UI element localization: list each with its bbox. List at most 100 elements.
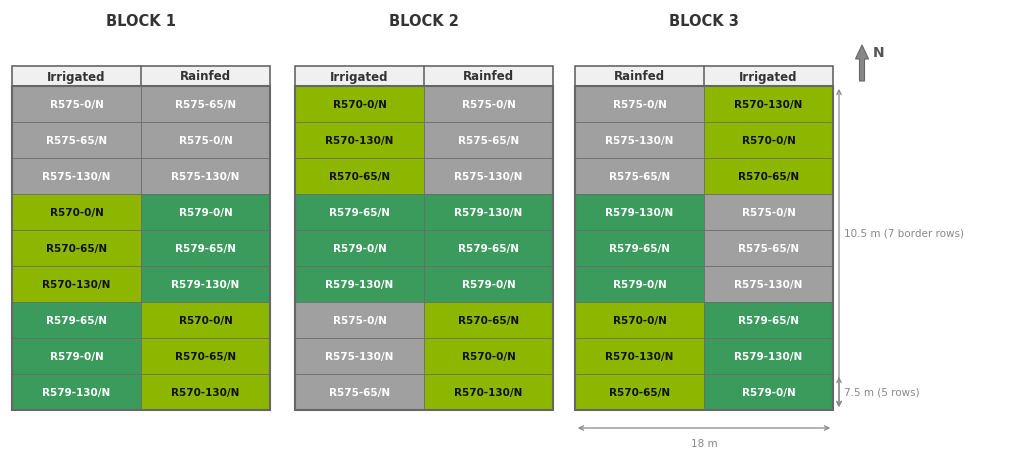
Bar xyxy=(424,87,553,123)
Text: R579-130/N: R579-130/N xyxy=(326,279,393,289)
Bar xyxy=(141,195,270,230)
Text: R570-130/N: R570-130/N xyxy=(171,387,240,397)
Text: R570-65/N: R570-65/N xyxy=(609,387,670,397)
Bar xyxy=(704,267,833,302)
Text: R570-0/N: R570-0/N xyxy=(333,100,386,110)
Bar xyxy=(12,195,141,230)
Bar xyxy=(141,338,270,374)
Bar xyxy=(12,267,141,302)
Text: R579-0/N: R579-0/N xyxy=(742,387,796,397)
Bar xyxy=(575,123,704,159)
Text: R570-0/N: R570-0/N xyxy=(741,136,796,146)
Text: R575-65/N: R575-65/N xyxy=(175,100,236,110)
Text: BLOCK 2: BLOCK 2 xyxy=(389,14,459,30)
Text: R579-130/N: R579-130/N xyxy=(42,387,110,397)
Bar xyxy=(141,87,270,123)
Bar xyxy=(424,195,553,230)
Text: N: N xyxy=(872,46,885,60)
Text: Irrigated: Irrigated xyxy=(331,70,389,83)
Text: R570-130/N: R570-130/N xyxy=(734,100,803,110)
Bar xyxy=(575,195,704,230)
Text: R579-65/N: R579-65/N xyxy=(175,244,236,253)
Text: R579-65/N: R579-65/N xyxy=(738,315,799,325)
Text: R579-65/N: R579-65/N xyxy=(329,208,390,218)
Text: Rainfed: Rainfed xyxy=(180,70,232,83)
Text: R570-65/N: R570-65/N xyxy=(45,244,107,253)
Bar xyxy=(295,123,424,159)
Bar xyxy=(575,87,833,410)
Text: 10.5 m (7 border rows): 10.5 m (7 border rows) xyxy=(844,228,964,238)
Bar xyxy=(424,338,553,374)
Text: R575-0/N: R575-0/N xyxy=(741,208,796,218)
Bar xyxy=(424,230,553,267)
Bar xyxy=(141,123,270,159)
Text: R579-0/N: R579-0/N xyxy=(179,208,233,218)
Text: R570-130/N: R570-130/N xyxy=(326,136,393,146)
Text: R570-65/N: R570-65/N xyxy=(458,315,519,325)
Bar xyxy=(295,87,553,410)
Text: R575-130/N: R575-130/N xyxy=(326,351,393,361)
Bar xyxy=(295,230,424,267)
Bar xyxy=(141,267,270,302)
Bar xyxy=(575,159,704,195)
Bar xyxy=(704,302,833,338)
Bar xyxy=(575,267,704,302)
Text: R575-65/N: R575-65/N xyxy=(45,136,107,146)
Text: R579-0/N: R579-0/N xyxy=(613,279,666,289)
Bar xyxy=(704,159,833,195)
Text: R579-130/N: R579-130/N xyxy=(606,208,673,218)
Text: R575-130/N: R575-130/N xyxy=(606,136,673,146)
Text: R570-130/N: R570-130/N xyxy=(42,279,110,289)
Text: R570-0/N: R570-0/N xyxy=(462,351,516,361)
Text: 7.5 m (5 rows): 7.5 m (5 rows) xyxy=(844,387,920,397)
Bar xyxy=(704,123,833,159)
Bar xyxy=(575,302,704,338)
Text: BLOCK 3: BLOCK 3 xyxy=(669,14,739,30)
Polygon shape xyxy=(855,46,868,82)
Bar xyxy=(704,87,833,123)
Bar xyxy=(12,374,141,410)
Bar xyxy=(12,302,141,338)
Text: R570-0/N: R570-0/N xyxy=(179,315,233,325)
Text: R575-65/N: R575-65/N xyxy=(738,244,799,253)
Bar xyxy=(141,302,270,338)
Bar xyxy=(704,230,833,267)
Bar xyxy=(575,230,704,267)
Text: R570-65/N: R570-65/N xyxy=(175,351,236,361)
Bar xyxy=(295,374,424,410)
Text: R575-0/N: R575-0/N xyxy=(179,136,233,146)
Text: R575-65/N: R575-65/N xyxy=(458,136,519,146)
Bar xyxy=(704,374,833,410)
Text: R575-65/N: R575-65/N xyxy=(609,172,670,182)
Text: R575-0/N: R575-0/N xyxy=(462,100,516,110)
Bar xyxy=(295,338,424,374)
Text: R579-130/N: R579-130/N xyxy=(454,208,523,218)
Text: R575-0/N: R575-0/N xyxy=(333,315,386,325)
Bar xyxy=(424,159,553,195)
Bar xyxy=(12,123,141,159)
Text: R575-0/N: R575-0/N xyxy=(50,100,103,110)
Bar xyxy=(295,302,424,338)
Text: R575-130/N: R575-130/N xyxy=(171,172,240,182)
Text: Rainfed: Rainfed xyxy=(614,70,665,83)
Bar xyxy=(295,67,553,87)
Text: R575-65/N: R575-65/N xyxy=(329,387,390,397)
Text: R570-130/N: R570-130/N xyxy=(606,351,673,361)
Text: R579-65/N: R579-65/N xyxy=(609,244,670,253)
Bar xyxy=(424,302,553,338)
Text: BLOCK 1: BLOCK 1 xyxy=(106,14,176,30)
Text: R579-130/N: R579-130/N xyxy=(172,279,240,289)
Text: R570-130/N: R570-130/N xyxy=(454,387,523,397)
Bar xyxy=(295,159,424,195)
Text: R579-0/N: R579-0/N xyxy=(333,244,386,253)
Text: Rainfed: Rainfed xyxy=(463,70,514,83)
Bar xyxy=(141,230,270,267)
Bar xyxy=(141,374,270,410)
Text: R579-65/N: R579-65/N xyxy=(458,244,519,253)
Text: R570-65/N: R570-65/N xyxy=(738,172,799,182)
Bar xyxy=(704,338,833,374)
Text: R570-65/N: R570-65/N xyxy=(329,172,390,182)
Text: R579-65/N: R579-65/N xyxy=(45,315,107,325)
Bar xyxy=(575,87,704,123)
Bar xyxy=(12,67,270,87)
